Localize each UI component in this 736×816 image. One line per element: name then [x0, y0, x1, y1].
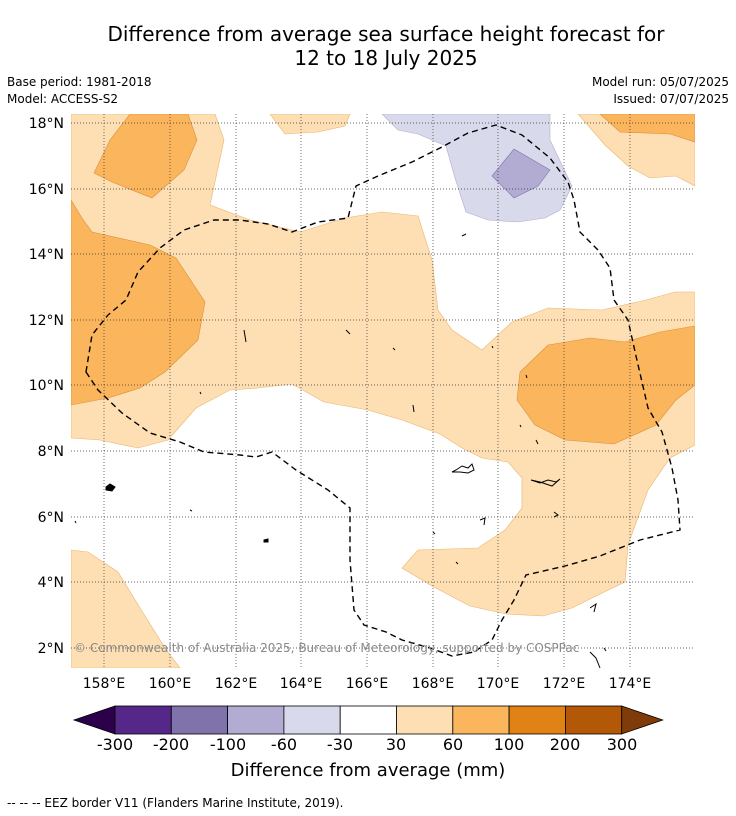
contour-neg30-60	[381, 114, 573, 223]
cbar-arrow-high	[621, 705, 664, 735]
colorbar-label: Difference from average (mm)	[230, 760, 506, 781]
lat-label-12: 12°N	[29, 313, 64, 329]
cbar-swatch-b60_100	[452, 705, 510, 735]
lon-label-162: 162°E	[215, 676, 258, 692]
lat-label-2: 2°N	[38, 641, 64, 657]
contour-30-60-main	[71, 114, 695, 617]
cbar-arrow-low	[72, 705, 116, 735]
cbar-swatch-b30_30	[339, 705, 397, 735]
cbar-tick-200: 200	[550, 735, 581, 754]
title-line-2: 12 to 18 July 2025	[294, 46, 478, 70]
cbar-swatch-b200_300	[564, 705, 623, 735]
cbar-tick-neg100: -100	[210, 735, 246, 754]
cbar-tick-neg30: -30	[327, 735, 353, 754]
colorbar-svg: -300 -200 -100 -60 -30 30 60 100 200 300	[72, 705, 664, 754]
cbar-tick-300: 300	[607, 735, 638, 754]
lon-label-166: 166°E	[346, 676, 389, 692]
lon-label-172: 172°E	[543, 676, 586, 692]
contour-30-60-top	[269, 114, 351, 135]
anomaly-field	[71, 114, 695, 668]
lat-labels: 18°N 16°N 14°N 12°N 10°N 8°N 6°N 4°N 2°N	[29, 116, 64, 657]
lon-label-174: 174°E	[609, 676, 652, 692]
lon-label-168: 168°E	[412, 676, 455, 692]
cbar-tick-60: 60	[443, 735, 463, 754]
lon-label-164: 164°E	[280, 676, 323, 692]
lon-label-158: 158°E	[83, 676, 126, 692]
cbar-tick-100: 100	[494, 735, 525, 754]
contour-neg60-100	[491, 148, 551, 199]
contour-30-60-bottomleft	[71, 549, 181, 668]
issued-date: Issued: 07/07/2025	[613, 92, 729, 106]
lat-label-10: 10°N	[29, 378, 64, 394]
eez-footnote: -- -- -- EEZ border V11 (Flanders Marine…	[7, 796, 344, 810]
base-period: Base period: 1981-2018	[7, 75, 152, 89]
contour-60-100-topright	[599, 114, 695, 143]
colorbar-swatches	[72, 705, 664, 735]
cbar-tick-neg60: -60	[271, 735, 297, 754]
model-run: Model run: 05/07/2025	[591, 75, 729, 89]
contour-60-100-left	[71, 199, 206, 406]
map-svg: 18°N 16°N 14°N 12°N 10°N 8°N 6°N 4°N 2°N…	[29, 114, 695, 692]
map-panel: 18°N 16°N 14°N 12°N 10°N 8°N 6°N 4°N 2°N…	[0, 108, 736, 708]
map-title: Difference from average sea surface heig…	[36, 22, 736, 70]
eez-border	[85, 124, 681, 657]
cbar-swatch-b60_30	[283, 705, 341, 735]
copyright-text: © Commonwealth of Australia 2025, Bureau…	[74, 641, 579, 655]
cbar-tick-neg300: -300	[97, 735, 133, 754]
model-name: Model: ACCESS-S2	[7, 92, 119, 106]
cbar-swatch-b100_60	[227, 705, 285, 735]
islands	[74, 233, 607, 669]
lon-labels: 158°E 160°E 162°E 164°E 166°E 168°E 170°…	[83, 676, 652, 692]
title-line-1: Difference from average sea surface heig…	[107, 22, 665, 46]
colorbar: -300 -200 -100 -60 -30 30 60 100 200 300	[70, 702, 670, 792]
cbar-swatch-b30_60	[396, 705, 454, 735]
lat-label-8: 8°N	[38, 444, 64, 460]
meta-left: Base period: 1981-2018 Model: ACCESS-S2	[7, 74, 152, 108]
cbar-swatch-b100_200	[508, 705, 566, 735]
graticule	[71, 114, 695, 668]
lon-label-160: 160°E	[149, 676, 192, 692]
cbar-swatch-b200_100	[170, 705, 229, 735]
lat-label-6: 6°N	[38, 510, 64, 526]
cbar-tick-30: 30	[386, 735, 406, 754]
lat-label-18: 18°N	[29, 116, 64, 132]
cbar-tick-neg200: -200	[153, 735, 189, 754]
lat-label-4: 4°N	[38, 575, 64, 591]
lat-label-16: 16°N	[29, 182, 64, 198]
lat-label-14: 14°N	[29, 247, 64, 263]
meta-right: Model run: 05/07/2025 Issued: 07/07/2025	[592, 74, 729, 108]
colorbar-ticks: -300 -200 -100 -60 -30 30 60 100 200 300	[97, 735, 637, 754]
lon-label-170: 170°E	[477, 676, 520, 692]
cbar-swatch-b300_200	[114, 705, 172, 735]
